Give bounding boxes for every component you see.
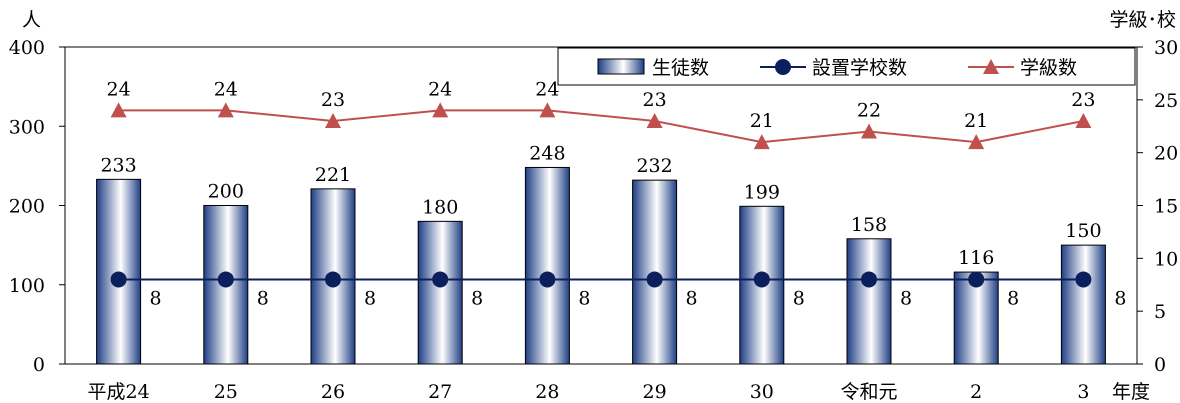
class-count-marker xyxy=(110,102,127,118)
class-count-data-label: 21 xyxy=(964,110,988,132)
school-count-marker xyxy=(110,271,127,288)
left-axis-tick-label: 200 xyxy=(9,196,45,218)
category-label: 28 xyxy=(535,381,559,403)
class-count-marker xyxy=(325,112,341,128)
school-count-data-label: 8 xyxy=(150,287,162,309)
bar-data-label: 200 xyxy=(208,181,244,203)
legend-label-classes: 学級数 xyxy=(1020,57,1077,79)
school-count-marker xyxy=(968,271,985,288)
bar-data-label: 232 xyxy=(636,155,672,177)
class-count-marker xyxy=(1075,112,1092,128)
class-count-data-label: 24 xyxy=(428,78,452,100)
category-label: 3 xyxy=(1077,381,1089,403)
school-count-marker xyxy=(753,271,770,288)
bar xyxy=(524,166,570,365)
legend-school-marker xyxy=(775,59,791,75)
class-count-data-label: 24 xyxy=(107,78,131,100)
category-label: 25 xyxy=(214,381,238,403)
class-count-data-label: 24 xyxy=(535,78,559,100)
right-axis-tick-label: 15 xyxy=(1154,196,1178,218)
bar xyxy=(1060,244,1106,365)
bar-data-label: 221 xyxy=(315,164,351,186)
left-axis-tick-label: 400 xyxy=(9,37,45,59)
bar-data-label: 248 xyxy=(529,142,565,164)
bar-data-label: 158 xyxy=(851,214,887,236)
class-count-line xyxy=(118,109,1084,144)
school-count-marker xyxy=(646,271,663,288)
category-label: 平成24 xyxy=(88,381,150,403)
class-count-marker xyxy=(968,134,985,150)
school-count-data-label: 8 xyxy=(900,287,912,309)
bar-data-label: 116 xyxy=(958,247,994,269)
right-axis-tick-label: 0 xyxy=(1154,354,1166,376)
plot-area: 0 100 200 300 400 0 5 10 15 20 25 30 人 学級･校年度 平成24 25 26… xyxy=(9,9,1178,403)
left-axis-unit: 人 xyxy=(22,9,41,31)
school-count-data-label: 8 xyxy=(686,287,698,309)
school-count-data-label: 8 xyxy=(1114,287,1126,309)
school-count-marker xyxy=(217,271,234,288)
bar-data-label: 233 xyxy=(100,154,136,176)
left-axis-tick-label: 300 xyxy=(9,116,45,138)
category-label: 2 xyxy=(970,381,982,403)
class-count-data-label: 22 xyxy=(857,100,881,122)
school-count-marker xyxy=(539,271,556,288)
bar xyxy=(417,220,463,365)
school-count-marker xyxy=(1075,271,1092,288)
right-axis-tick-label: 10 xyxy=(1154,248,1178,270)
right-axis-unit: 学級･校 xyxy=(1109,9,1176,31)
class-count-marker xyxy=(539,102,556,118)
school-count-data-label: 8 xyxy=(364,287,376,309)
category-label: 29 xyxy=(643,381,667,403)
left-axis-tick-label: 0 xyxy=(33,354,45,376)
class-count-data-label: 21 xyxy=(750,110,774,132)
bar xyxy=(846,238,892,365)
class-count-marker xyxy=(432,102,449,118)
school-count-data-label: 8 xyxy=(471,287,483,309)
class-count-marker xyxy=(861,123,877,139)
legend-bar-swatch xyxy=(597,58,645,75)
right-axis-tick-label: 20 xyxy=(1154,143,1178,165)
class-count-marker xyxy=(646,112,663,128)
legend-label-students: 生徒数 xyxy=(652,57,709,79)
school-count-data-label: 8 xyxy=(793,287,805,309)
legend: 生徒数 設置学校数 学級数 xyxy=(557,47,1136,86)
school-count-data-label: 8 xyxy=(257,287,269,309)
class-count-marker xyxy=(217,102,234,118)
bar-data-label: 150 xyxy=(1065,220,1101,242)
category-label: 30 xyxy=(750,381,774,403)
legend-box xyxy=(557,47,1136,86)
school-count-marker xyxy=(432,271,449,288)
school-count-marker xyxy=(861,271,877,288)
class-count-data-label: 23 xyxy=(321,89,345,111)
bar-data-label: 180 xyxy=(422,196,458,218)
class-count-data-label: 23 xyxy=(643,89,667,111)
school-count-data-label: 8 xyxy=(1007,287,1019,309)
class-count-data-label: 24 xyxy=(214,78,238,100)
x-axis-unit: 年度 xyxy=(1112,381,1150,403)
left-axis-tick-label: 100 xyxy=(9,275,45,297)
bar-data-label: 199 xyxy=(744,181,780,203)
class-count-data-label: 23 xyxy=(1071,89,1095,111)
right-axis-tick-label: 5 xyxy=(1154,301,1166,323)
school-count-marker xyxy=(325,271,341,288)
school-count-data-label: 8 xyxy=(578,287,590,309)
category-label: 26 xyxy=(321,381,345,403)
legend-class-marker xyxy=(983,59,999,74)
class-count-marker xyxy=(753,134,770,150)
category-label: 令和元 xyxy=(840,381,897,403)
bar xyxy=(739,205,785,365)
legend-label-schools: 設置学校数 xyxy=(812,57,907,79)
category-label: 27 xyxy=(428,381,452,403)
right-axis-tick-label: 25 xyxy=(1154,90,1178,112)
right-axis-tick-label: 30 xyxy=(1154,37,1178,59)
